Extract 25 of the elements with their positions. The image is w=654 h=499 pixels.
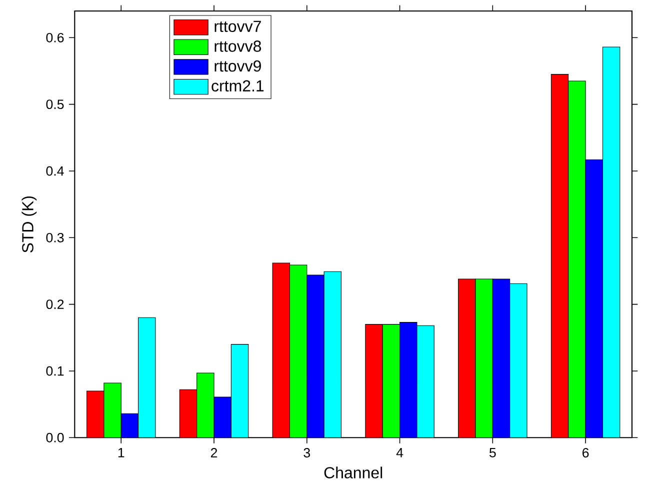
x-axis-title: Channel	[324, 466, 382, 478]
y-tick-label: 0.0	[46, 432, 64, 442]
x-tick-label: 1	[118, 448, 124, 458]
y-tick-label: 0.6	[46, 32, 64, 42]
legend-label: crtm2.1	[212, 80, 264, 92]
x-tick-label: 2	[210, 448, 218, 458]
bar	[138, 317, 156, 438]
x-tick-label: 6	[582, 448, 589, 458]
bar	[324, 271, 342, 438]
x-tick-label: 4	[396, 448, 404, 458]
legend-label: rttovv8	[214, 40, 262, 52]
bar	[416, 325, 434, 438]
y-tick-label: 0.2	[46, 300, 64, 310]
y-tick-label: 0.4	[46, 166, 64, 176]
legend-label: rttovv7	[214, 20, 261, 32]
y-tick-label: 0.3	[46, 232, 64, 242]
legend-label: rttovv9	[214, 60, 261, 72]
bar	[510, 283, 528, 438]
bar	[602, 46, 620, 438]
x-tick-label: 5	[489, 448, 496, 458]
y-tick-label: 0.5	[46, 100, 64, 110]
y-tick-label: 0.1	[46, 366, 64, 376]
x-tick-label: 3	[304, 448, 310, 458]
y-axis-title: STD (K)	[22, 196, 37, 252]
bar	[230, 344, 249, 438]
